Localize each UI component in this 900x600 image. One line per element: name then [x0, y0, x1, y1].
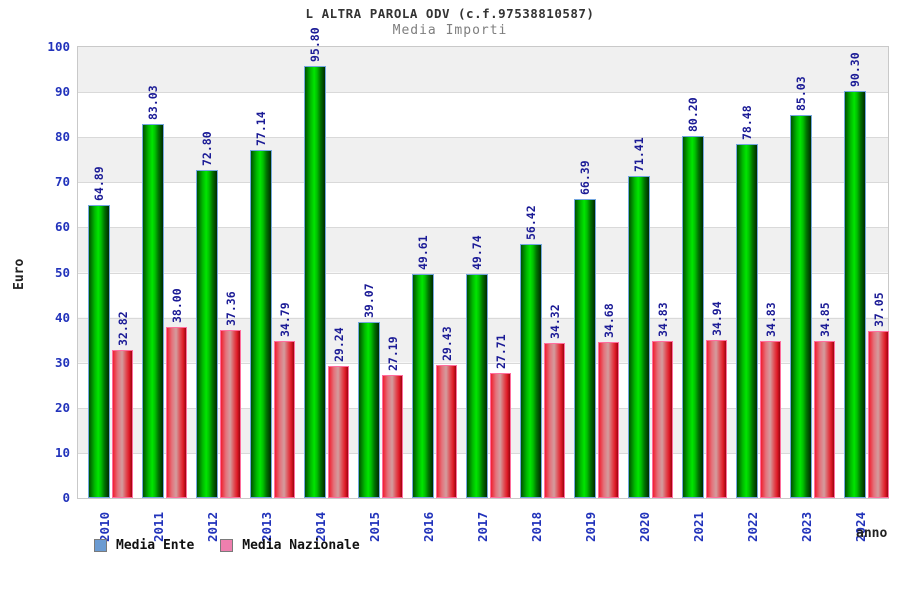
bar-value-label: 85.03	[794, 75, 808, 111]
bar-value-label: 80.20	[686, 97, 700, 133]
bar-media-ente-2021	[682, 136, 704, 498]
bar-value-label: 34.79	[277, 302, 292, 338]
bar-media-nazionale-2015	[382, 375, 403, 498]
bar-media-nazionale-2010	[112, 349, 133, 498]
bar-media-ente-2010	[88, 205, 110, 498]
bar-value-label: 29.43	[439, 326, 454, 362]
y-tick-label: 90	[54, 84, 70, 100]
bar-media-ente-2022	[736, 144, 758, 498]
bar-value-label: 78.48	[740, 105, 754, 141]
bar-media-nazionale-2012	[220, 329, 241, 498]
x-tick-label: 2019	[583, 511, 598, 542]
x-tick-label: 2018	[529, 511, 544, 542]
bar-value-label: 64.89	[92, 166, 106, 202]
bar-media-ente-2014	[304, 65, 326, 498]
bar-media-ente-2019	[574, 198, 596, 498]
bar-value-label: 37.05	[871, 292, 886, 327]
y-tick-label: 30	[54, 354, 70, 370]
bar-media-ente-2016	[412, 274, 434, 498]
bar-media-nazionale-2014	[328, 366, 349, 498]
bar-value-label: 83.03	[146, 84, 160, 120]
bar-value-label: 34.68	[601, 302, 616, 338]
y-tick-label: 70	[54, 174, 70, 190]
y-tick-label: 10	[54, 444, 70, 460]
bar-value-label: 72.80	[200, 131, 214, 166]
bar-media-nazionale-2017	[490, 373, 511, 498]
bar-value-label: 95.80	[308, 27, 322, 62]
bar-value-label: 34.83	[763, 302, 778, 337]
plot-area: 64.89 83.03 72.80 77.14 95.80 39.07 49.61 49.74…	[77, 27, 889, 499]
bar-media-nazionale-2018	[544, 343, 565, 498]
bar-media-ente-2013	[250, 150, 272, 498]
y-tick-label: 20	[54, 399, 70, 415]
gridline	[78, 137, 888, 139]
x-tick-label: 2023	[799, 511, 814, 542]
chart-title: L ALTRA PAROLA ODV (c.f.97538810587)	[305, 6, 595, 21]
legend-swatch-media-nazionale	[220, 539, 234, 552]
legend-item-media-nazionale: Media Nazionale	[220, 538, 360, 553]
y-tick-label: 60	[54, 219, 70, 235]
bar-value-label: 49.74	[470, 235, 484, 270]
bar-media-nazionale-2019	[598, 341, 619, 498]
legend-item-media-ente: Media Ente	[94, 538, 194, 553]
x-axis-title: anno	[856, 526, 888, 541]
bar-media-nazionale-2024	[868, 330, 889, 498]
bar-media-ente-2012	[196, 169, 218, 498]
bar-value-label: 71.41	[632, 137, 646, 172]
bar-value-label: 56.42	[524, 204, 538, 240]
bar-value-label: 38.00	[169, 287, 184, 323]
bar-media-ente-2023	[790, 114, 812, 498]
bar-value-label: 49.61	[416, 235, 430, 271]
x-tick-label: 2016	[421, 511, 436, 542]
bar-value-label: 66.39	[578, 159, 592, 195]
bar-value-label: 34.32	[547, 304, 562, 340]
y-tick-label: 0	[62, 490, 70, 505]
bar-value-label: 34.94	[709, 301, 724, 337]
y-tick-label: 100	[47, 39, 70, 54]
x-tick-label: 2022	[745, 511, 760, 542]
y-tick-label: 50	[54, 264, 70, 280]
legend-label: Media Nazionale	[242, 538, 360, 553]
legend-label: Media Ente	[116, 538, 195, 553]
gridline	[78, 227, 888, 229]
chart-subtitle: Media Importi	[392, 23, 508, 38]
bar-media-ente-2011	[142, 123, 164, 498]
bar-value-label: 90.30	[848, 52, 862, 87]
bar-media-ente-2018	[520, 243, 542, 498]
bar-value-label: 27.71	[493, 334, 508, 370]
bar-media-nazionale-2013	[274, 341, 295, 498]
bar-media-ente-2017	[466, 273, 488, 498]
bar-value-label: 34.83	[655, 302, 670, 337]
bar-media-nazionale-2011	[166, 326, 187, 498]
gridline	[78, 182, 888, 184]
bar-media-ente-2020	[628, 175, 650, 498]
bar-value-label: 32.82	[115, 311, 130, 346]
legend: Media Ente Media Nazionale	[94, 538, 360, 553]
bar-value-label: 77.14	[254, 111, 268, 147]
gridline	[78, 92, 888, 94]
bar-media-nazionale-2016	[436, 365, 457, 498]
bar-value-label: 39.07	[362, 283, 376, 318]
bar-value-label: 34.85	[817, 302, 832, 337]
y-tick-label: 40	[54, 309, 70, 325]
legend-swatch-media-ente	[94, 539, 107, 552]
bar-media-nazionale-2023	[814, 340, 835, 498]
bar-value-label: 29.24	[331, 327, 346, 363]
bar-value-label: 37.36	[223, 290, 238, 326]
x-tick-label: 2021	[691, 511, 706, 542]
bar-media-nazionale-2022	[760, 340, 781, 498]
x-tick-label: 2015	[367, 511, 382, 542]
gridline	[78, 272, 888, 274]
bar-value-label: 27.19	[385, 336, 400, 372]
x-tick-label: 2020	[637, 511, 652, 542]
y-tick-label: 80	[54, 129, 70, 145]
bar-media-nazionale-2021	[706, 340, 727, 498]
x-tick-label: 2017	[475, 511, 490, 542]
bar-media-ente-2015	[358, 321, 380, 498]
bar-media-nazionale-2020	[652, 340, 673, 498]
bar-media-ente-2024	[844, 90, 866, 498]
